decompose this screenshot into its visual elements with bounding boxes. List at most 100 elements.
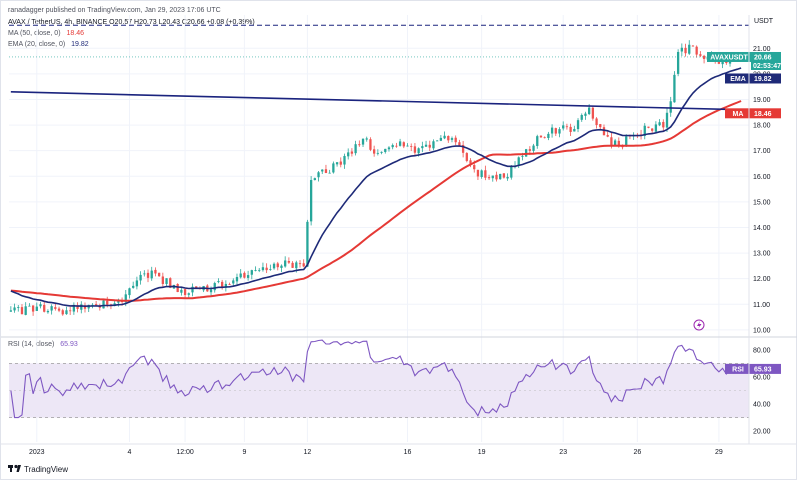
candle-body — [35, 306, 38, 311]
candle-body — [643, 125, 646, 136]
rsi-legend: RSI (14, close) 65.93 — [8, 341, 78, 348]
candle-body — [580, 115, 583, 120]
ema-price-tag-label: EMA — [730, 76, 746, 83]
candle-body — [313, 178, 316, 181]
publish-info: ranadagger published on TradingView.com,… — [8, 7, 221, 14]
candle-body — [354, 144, 357, 154]
price-tick-label: 12.00 — [753, 276, 771, 283]
candle-body — [332, 163, 335, 173]
rsi-tick-label: 40.00 — [753, 402, 771, 409]
candle-body — [458, 142, 461, 146]
candle-body — [384, 148, 387, 152]
logo-mark-slash — [16, 465, 21, 472]
candle-body — [187, 293, 190, 295]
candle-body — [372, 149, 376, 154]
candle-body — [154, 269, 157, 274]
candle-body — [161, 276, 164, 284]
candle-body — [469, 160, 472, 166]
candle-body — [499, 173, 502, 180]
axis-layer: 21.00 20.00 19.00 18.00 17.00 16.00 15.00 14.00… — [29, 46, 771, 456]
time-tick-label: 4 — [128, 449, 132, 456]
candle-body — [550, 127, 554, 134]
candle-body — [94, 304, 98, 306]
candle-body — [602, 127, 606, 136]
candle-body — [213, 283, 216, 291]
candle-body — [43, 304, 46, 312]
candle-body — [410, 146, 413, 148]
candle-body — [376, 152, 380, 154]
candle-body — [157, 272, 161, 277]
candle-body — [358, 144, 361, 146]
price-tick-label: 21.00 — [753, 46, 771, 53]
candle-body — [658, 122, 661, 126]
tradingview-logo[interactable]: TradingView — [8, 464, 68, 474]
candle-body — [295, 262, 298, 269]
candle-body — [106, 300, 109, 305]
candle-body — [250, 270, 253, 275]
candle-body — [224, 283, 228, 288]
candle-body — [287, 261, 291, 263]
candle-body — [380, 151, 383, 153]
ma-price-tag-label: MA — [733, 111, 744, 118]
candle-body — [321, 169, 324, 172]
time-tick-label: 23 — [559, 449, 567, 456]
candle-body — [547, 133, 550, 138]
candle-body — [284, 260, 287, 267]
rsi-band-layer — [9, 363, 749, 418]
candle-body — [662, 121, 665, 128]
candle-body — [217, 281, 220, 283]
candle-body — [195, 286, 198, 288]
candle-body — [339, 161, 342, 165]
candle-body — [565, 126, 569, 128]
rsi-value-tag-label: RSI — [732, 366, 744, 373]
candle-body — [528, 149, 531, 151]
candle-body — [387, 147, 391, 150]
time-tick-label: 9 — [242, 449, 246, 456]
candle-body — [254, 270, 257, 271]
candle-body — [651, 128, 654, 131]
candle-body — [31, 305, 35, 312]
candle-body — [221, 281, 224, 288]
candle-body — [473, 165, 476, 170]
candle-body — [465, 153, 468, 161]
candle-body — [139, 274, 142, 281]
candle-body — [447, 136, 450, 141]
candle-body — [128, 288, 131, 296]
candle-body — [209, 289, 213, 293]
candle-body — [450, 138, 454, 140]
price-tick-label: 16.00 — [753, 174, 771, 181]
last-price-tag-countdown: 02:53:47 — [753, 63, 781, 70]
candle-body — [61, 310, 64, 315]
candle-body — [28, 305, 31, 307]
candle-body — [702, 55, 706, 59]
candle-body — [50, 306, 53, 311]
ema-legend: EMA (20, close, 0) 19.82 — [8, 41, 89, 48]
candle-body — [436, 140, 439, 142]
candle-body — [57, 308, 61, 311]
rsi-value-tag-value-box — [751, 363, 781, 374]
last-price-tag: AVAXUSDT 20.66 02:53:47 — [707, 51, 781, 70]
candle-body — [46, 310, 50, 313]
candle-body — [232, 280, 235, 284]
candle-body — [280, 265, 283, 268]
candle-body — [595, 118, 598, 126]
candle-body — [258, 269, 261, 271]
ema-price-tag-value-box — [751, 73, 781, 84]
candle-body — [576, 120, 580, 130]
candle-body — [606, 135, 609, 137]
candle-body — [413, 146, 417, 153]
time-tick-label: 26 — [633, 449, 641, 456]
candle-body — [54, 307, 57, 309]
candle-body — [83, 305, 87, 309]
candle-body — [235, 276, 239, 282]
last-price-tag-value-box — [751, 51, 781, 70]
candle-body — [65, 310, 68, 315]
candle-body — [491, 175, 494, 179]
rsi-tick-label: 20.00 — [753, 429, 771, 436]
candle-body — [317, 172, 320, 178]
lightning-icon[interactable] — [693, 319, 705, 331]
indicator-lines — [9, 24, 749, 419]
candle-body — [484, 170, 487, 178]
time-tick-label: 19 — [478, 449, 486, 456]
